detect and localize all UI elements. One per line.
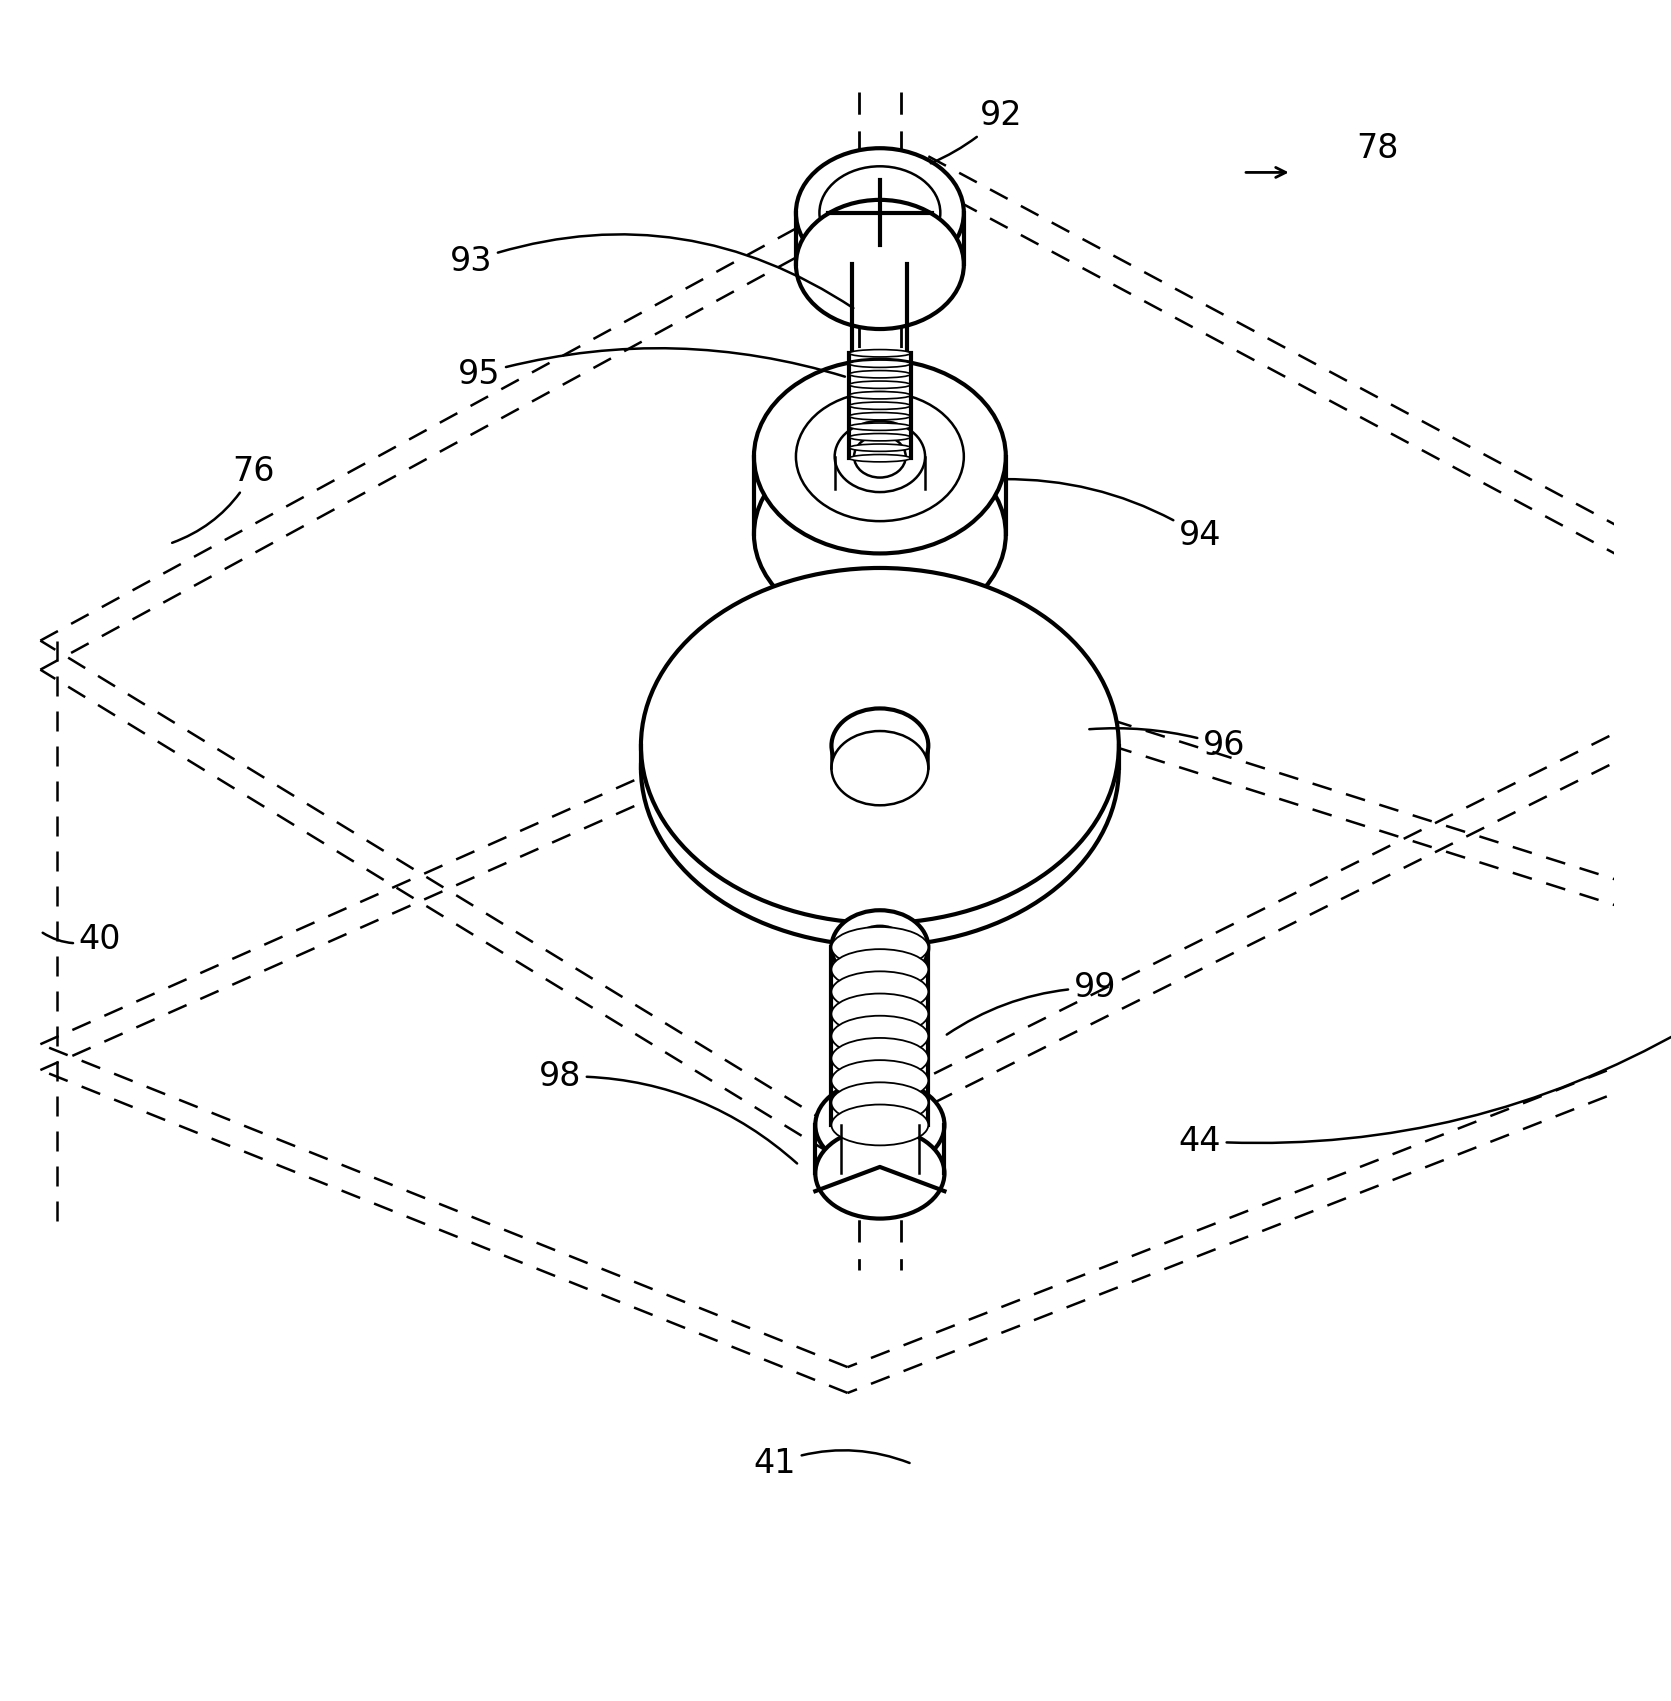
Ellipse shape (832, 731, 929, 805)
Ellipse shape (795, 148, 964, 277)
Ellipse shape (849, 454, 911, 463)
Ellipse shape (832, 910, 929, 985)
Text: 78: 78 (1357, 131, 1399, 165)
Text: 92: 92 (931, 99, 1023, 163)
Text: 44: 44 (1178, 1029, 1671, 1158)
Ellipse shape (849, 413, 911, 420)
Ellipse shape (832, 1015, 929, 1056)
Ellipse shape (642, 590, 1120, 946)
Ellipse shape (795, 391, 964, 521)
Ellipse shape (849, 381, 911, 388)
Ellipse shape (832, 1104, 929, 1145)
Ellipse shape (819, 167, 941, 259)
Text: 95: 95 (458, 349, 846, 391)
Text: 40: 40 (43, 924, 120, 956)
Ellipse shape (832, 971, 929, 1012)
Text: 98: 98 (538, 1060, 797, 1163)
Text: 76: 76 (172, 454, 274, 543)
Ellipse shape (815, 1080, 944, 1170)
Text: 93: 93 (449, 235, 854, 308)
Text: 99: 99 (947, 971, 1116, 1034)
Ellipse shape (832, 1038, 929, 1078)
Ellipse shape (832, 1060, 929, 1101)
Ellipse shape (849, 361, 911, 367)
Ellipse shape (849, 350, 911, 357)
Ellipse shape (832, 927, 929, 968)
Ellipse shape (849, 434, 911, 441)
Ellipse shape (852, 925, 907, 970)
Ellipse shape (854, 435, 906, 478)
Ellipse shape (832, 1089, 929, 1162)
Ellipse shape (836, 422, 926, 492)
Text: 94: 94 (1004, 480, 1222, 553)
Ellipse shape (832, 993, 929, 1034)
Ellipse shape (849, 424, 911, 430)
Ellipse shape (849, 444, 911, 451)
Ellipse shape (832, 708, 929, 782)
Ellipse shape (754, 437, 1006, 631)
Ellipse shape (815, 1128, 944, 1218)
Text: 41: 41 (754, 1448, 909, 1480)
Ellipse shape (754, 359, 1006, 553)
Ellipse shape (795, 201, 964, 328)
Ellipse shape (832, 949, 929, 990)
Ellipse shape (849, 391, 911, 400)
Text: 96: 96 (1089, 728, 1245, 762)
Ellipse shape (849, 371, 911, 378)
Ellipse shape (849, 401, 911, 410)
Ellipse shape (832, 1082, 929, 1123)
Ellipse shape (642, 568, 1120, 924)
